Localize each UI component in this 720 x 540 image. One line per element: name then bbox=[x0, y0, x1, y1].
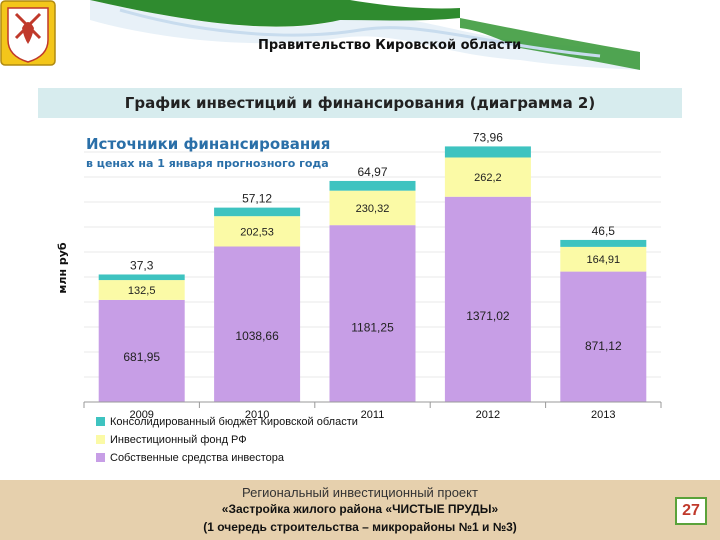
legend-label: Инвестиционный фонд РФ bbox=[110, 434, 247, 446]
data-label: 1371,02 bbox=[466, 309, 510, 323]
x-tick-label: 2013 bbox=[591, 409, 615, 421]
data-label: 37,3 bbox=[130, 258, 154, 272]
legend-swatch bbox=[96, 417, 105, 426]
data-label: 1038,66 bbox=[235, 329, 279, 343]
bar-segment bbox=[560, 271, 647, 402]
bar-segment bbox=[329, 190, 416, 226]
data-label: 132,5 bbox=[128, 285, 156, 297]
bar-segment bbox=[444, 146, 531, 158]
bar-segment bbox=[98, 299, 185, 402]
stacked-bar-chart: Источники финансирования в ценах на 1 ян… bbox=[36, 120, 686, 480]
footer: Региональный инвестиционный проект «Заст… bbox=[0, 480, 720, 540]
data-label: 64,97 bbox=[357, 165, 387, 179]
x-tick-label: 2011 bbox=[361, 409, 385, 421]
bar-segment bbox=[444, 196, 531, 402]
legend-swatch bbox=[96, 435, 105, 444]
page-number: 27 bbox=[675, 497, 707, 525]
bar-segment bbox=[98, 274, 185, 281]
data-label: 202,53 bbox=[240, 226, 274, 238]
data-label: 46,5 bbox=[592, 224, 616, 238]
bar-segment bbox=[444, 157, 531, 197]
y-axis-label: млн руб bbox=[56, 242, 69, 294]
chart-subtitle: в ценах на 1 января прогнозного года bbox=[86, 157, 329, 170]
section-title: График инвестиций и финансирования (диаг… bbox=[38, 88, 682, 118]
bar-segment bbox=[329, 225, 416, 402]
chart-title: Источники финансирования bbox=[86, 135, 330, 153]
bar-segment bbox=[214, 216, 301, 247]
footer-project-stage: (1 очередь строительства – микрорайоны №… bbox=[203, 520, 517, 534]
bar-segment bbox=[214, 207, 301, 217]
legend-label: Собственные средства инвестора bbox=[110, 452, 285, 464]
legend-label: Консолидированный бюджет Кировской облас… bbox=[110, 416, 358, 428]
x-tick-label: 2012 bbox=[476, 409, 500, 421]
flag-banner bbox=[90, 0, 640, 70]
data-label: 73,96 bbox=[473, 130, 503, 144]
data-label: 57,12 bbox=[242, 192, 272, 206]
organization-title: Правительство Кировской области bbox=[258, 38, 522, 53]
x-tick-label: 2010 bbox=[245, 409, 269, 421]
bar-segment bbox=[98, 280, 185, 300]
footer-project-name: «Застройка жилого района «ЧИСТЫЕ ПРУДЫ» bbox=[221, 502, 499, 516]
data-label: 262,2 bbox=[474, 172, 502, 184]
footer-project-type: Региональный инвестиционный проект bbox=[242, 485, 478, 500]
legend-swatch bbox=[96, 453, 105, 462]
header: Правительство Кировской области bbox=[0, 0, 720, 84]
bar-segment bbox=[560, 246, 647, 272]
x-tick-label: 2009 bbox=[129, 409, 153, 421]
bar-segment bbox=[329, 180, 416, 191]
bar-segment bbox=[214, 246, 301, 402]
data-label: 871,12 bbox=[585, 339, 622, 353]
bar-segment bbox=[560, 239, 647, 247]
data-label: 681,95 bbox=[123, 350, 160, 364]
data-label: 164,91 bbox=[586, 254, 620, 266]
coat-of-arms-icon bbox=[0, 0, 56, 66]
data-label: 230,32 bbox=[356, 203, 390, 215]
data-label: 1181,25 bbox=[351, 320, 394, 334]
